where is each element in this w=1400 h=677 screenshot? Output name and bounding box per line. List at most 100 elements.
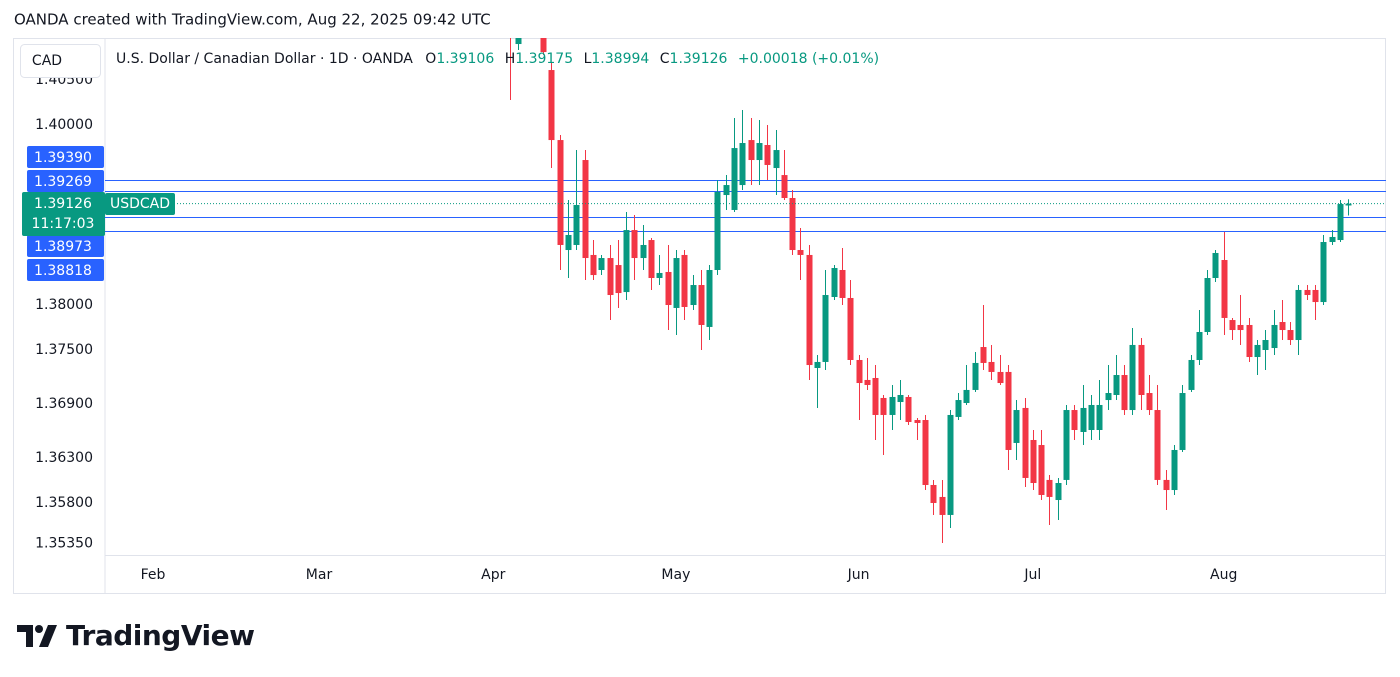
candle-body xyxy=(1030,439,1037,484)
candle-body xyxy=(1312,289,1319,303)
legend-o: O xyxy=(425,51,436,67)
candle-body xyxy=(615,265,622,294)
brand-logo: TradingView xyxy=(17,619,255,652)
brand: TradingView xyxy=(66,619,254,652)
candle-body xyxy=(1212,252,1219,279)
candle-body xyxy=(665,271,672,306)
y-tick-label: 1.36900 xyxy=(35,396,93,412)
x-tick-label: Mar xyxy=(306,567,333,583)
candle-body xyxy=(1063,410,1070,480)
time-axis: Feb Mar Apr May Jun Jul Aug xyxy=(141,567,1238,583)
x-tick-label: Feb xyxy=(141,567,166,583)
legend: U.S. Dollar / Canadian Dollar · 1D · OAN… xyxy=(116,51,879,67)
overlay: CAD U.S. Dollar / Canadian Dollar · 1D ·… xyxy=(20,44,879,281)
candle-body xyxy=(1088,404,1095,431)
price-line-tag xyxy=(27,235,104,257)
candle-body xyxy=(515,38,522,45)
last-price-label: 1.39126 xyxy=(34,196,92,212)
candle-body xyxy=(1005,371,1012,450)
candle-body xyxy=(797,250,804,255)
candle-body xyxy=(814,361,821,368)
candle-body xyxy=(847,297,854,360)
candle-body xyxy=(1179,393,1186,450)
candle-body xyxy=(656,272,663,279)
candle-body xyxy=(1038,445,1045,495)
price-axis: 1.405001.400001.380001.375001.369001.363… xyxy=(35,72,93,551)
currency-box[interactable] xyxy=(20,44,101,78)
legend-l: L xyxy=(584,51,592,67)
candle-body xyxy=(1121,375,1128,411)
candle-body xyxy=(590,254,597,276)
candle-body xyxy=(1246,324,1253,358)
candle-body xyxy=(905,396,912,422)
candle-body xyxy=(1271,324,1278,349)
candle-body xyxy=(1154,410,1161,480)
candle-body xyxy=(831,268,838,297)
candle-body xyxy=(872,377,879,415)
candle-body xyxy=(565,234,572,251)
candle-body xyxy=(856,359,863,384)
symbol-label: USDCAD xyxy=(110,196,170,212)
candle-body xyxy=(1262,340,1269,350)
logo-mark-right xyxy=(39,625,57,647)
candle-body xyxy=(764,144,771,165)
candle-body xyxy=(947,414,954,515)
candle-body xyxy=(1329,236,1336,243)
x-tick-label: May xyxy=(661,567,690,583)
y-tick-label: 1.36300 xyxy=(35,450,93,466)
candle-body xyxy=(930,484,937,503)
candle-body xyxy=(1229,320,1236,331)
legend-change: +0.00018 (+0.01%) xyxy=(738,51,879,67)
x-tick-label: Aug xyxy=(1210,567,1237,583)
legend-close: 1.39126 xyxy=(670,51,728,67)
candle-body xyxy=(939,496,946,515)
y-tick-label: 1.38000 xyxy=(35,297,93,313)
logo-mark-left xyxy=(17,625,33,647)
candle-body xyxy=(508,24,514,33)
candle-body xyxy=(598,258,605,270)
candle-body xyxy=(1337,204,1344,241)
candle-body xyxy=(1163,479,1170,491)
candle-body xyxy=(922,420,929,485)
candle-body xyxy=(1071,410,1078,431)
candle-body xyxy=(1204,278,1211,333)
candle-body xyxy=(773,150,780,169)
candle-body xyxy=(980,347,987,363)
last-price-tag xyxy=(22,192,105,236)
price-line-label: 1.39390 xyxy=(34,150,92,166)
candle-body xyxy=(880,397,887,415)
candle-body xyxy=(690,285,697,306)
candle-body xyxy=(1013,410,1020,443)
candle-body xyxy=(1046,479,1053,497)
candle-body xyxy=(1295,289,1302,341)
candle-body xyxy=(1345,203,1352,206)
x-tick-label: Jul xyxy=(1023,567,1041,583)
candle-body xyxy=(1096,404,1103,431)
price-line-label: 1.38818 xyxy=(34,263,92,279)
candle-body xyxy=(1171,449,1178,491)
attribution: OANDA created with TradingView.com, Aug … xyxy=(14,11,491,29)
candle-body xyxy=(781,175,788,199)
candle-body xyxy=(573,205,580,245)
price-line-label: 1.38973 xyxy=(34,239,92,255)
candle-body xyxy=(540,38,547,53)
candle-body xyxy=(1196,332,1203,360)
x-tick-label: Apr xyxy=(481,567,505,583)
y-tick-label: 1.37500 xyxy=(35,342,93,358)
candle-body xyxy=(623,230,630,293)
candle-body xyxy=(1146,393,1153,411)
candle-body xyxy=(548,70,555,141)
legend-c: C xyxy=(660,51,670,67)
candle-body xyxy=(806,254,813,366)
y-tick-label: 1.40000 xyxy=(35,117,93,133)
candle-body xyxy=(681,254,688,307)
candle-body xyxy=(1320,242,1327,303)
candle-body xyxy=(955,400,962,417)
candle-body xyxy=(1279,322,1286,331)
x-tick-label: Jun xyxy=(847,567,870,583)
candle-body xyxy=(714,191,721,270)
y-tick-label: 1.35350 xyxy=(35,535,93,551)
candle-body xyxy=(1129,344,1136,411)
candle-body xyxy=(988,361,995,372)
